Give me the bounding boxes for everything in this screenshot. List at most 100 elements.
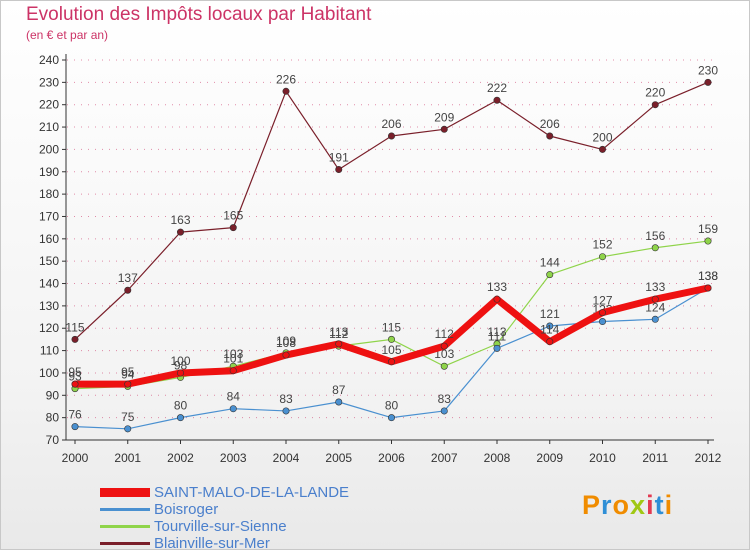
y-tick-label: 140 <box>39 277 59 291</box>
data-point-blainville-sur-mer <box>493 96 501 104</box>
data-point-blainville-sur-mer <box>335 166 343 174</box>
data-label-saint-malo-de-la-lande: 101 <box>223 352 243 366</box>
legend-label: SAINT-MALO-DE-LA-LANDE <box>154 484 350 501</box>
data-label-saint-malo-de-la-lande: 95 <box>121 365 135 379</box>
data-label-blainville-sur-mer: 209 <box>434 110 454 124</box>
logo-letter: P <box>582 490 602 520</box>
data-point-blainville-sur-mer <box>598 145 606 153</box>
data-point-blainville-sur-mer <box>440 125 448 133</box>
data-point-blainville-sur-mer <box>387 132 395 140</box>
data-point-boisroger <box>335 398 343 406</box>
data-point-boisroger <box>177 414 185 422</box>
data-label-saint-malo-de-la-lande: 138 <box>698 269 718 283</box>
data-label-boisroger: 80 <box>174 399 188 413</box>
y-tick-label: 70 <box>46 433 60 447</box>
data-point-saint-malo-de-la-lande <box>704 284 712 292</box>
data-label-boisroger: 76 <box>68 408 82 422</box>
logo-letter: r <box>601 490 613 520</box>
logo-letter: t <box>654 490 665 520</box>
y-tick-label: 170 <box>39 209 59 223</box>
data-label-saint-malo-de-la-lande: 133 <box>645 280 665 294</box>
y-tick-label: 210 <box>39 120 59 134</box>
data-label-blainville-sur-mer: 226 <box>276 72 296 86</box>
data-point-saint-malo-de-la-lande <box>229 367 237 375</box>
y-tick-label: 190 <box>39 165 59 179</box>
y-tick-label: 200 <box>39 142 59 156</box>
data-point-tourville-sur-sienne <box>704 237 712 245</box>
data-point-blainville-sur-mer <box>229 224 237 232</box>
data-label-tourville-sur-sienne: 156 <box>645 229 665 243</box>
proxiti-logo: Proxiti <box>582 490 673 521</box>
data-label-tourville-sur-sienne: 115 <box>382 320 401 334</box>
data-label-tourville-sur-sienne: 109 <box>276 334 296 348</box>
x-tick-label: 2000 <box>62 451 89 465</box>
data-point-saint-malo-de-la-lande <box>598 309 606 317</box>
data-point-blainville-sur-mer <box>546 132 554 140</box>
data-label-tourville-sur-sienne: 93 <box>68 370 82 384</box>
data-label-tourville-sur-sienne: 98 <box>174 358 188 372</box>
data-label-boisroger: 87 <box>332 383 346 397</box>
logo-letter: x <box>630 490 647 520</box>
y-tick-label: 120 <box>39 321 59 335</box>
data-label-saint-malo-de-la-lande: 133 <box>487 280 507 294</box>
data-label-tourville-sur-sienne: 152 <box>592 238 612 252</box>
data-label-saint-malo-de-la-lande: 95 <box>68 365 82 379</box>
data-point-boisroger <box>71 423 79 431</box>
data-label-blainville-sur-mer: 206 <box>540 117 560 131</box>
y-tick-label: 160 <box>39 232 59 246</box>
data-point-blainville-sur-mer <box>71 335 79 343</box>
data-label-blainville-sur-mer: 191 <box>329 151 349 165</box>
y-tick-label: 180 <box>39 187 59 201</box>
data-label-tourville-sur-sienne: 103 <box>223 347 243 361</box>
data-point-boisroger <box>124 425 132 433</box>
data-point-tourville-sur-sienne <box>651 244 659 252</box>
data-point-tourville-sur-sienne <box>387 335 395 343</box>
data-label-saint-malo-de-la-lande: 114 <box>540 323 559 337</box>
y-tick-label: 240 <box>39 53 59 67</box>
data-label-blainville-sur-mer: 206 <box>381 117 401 131</box>
data-label-blainville-sur-mer: 220 <box>645 86 665 100</box>
data-label-blainville-sur-mer: 222 <box>487 81 507 95</box>
chart-title: Evolution des Impôts locaux par Habitant <box>26 4 372 25</box>
data-point-blainville-sur-mer <box>282 87 290 95</box>
data-label-tourville-sur-sienne: 94 <box>121 367 135 381</box>
data-point-boisroger <box>598 318 606 326</box>
x-tick-label: 2007 <box>431 451 458 465</box>
data-label-blainville-sur-mer: 165 <box>223 209 243 223</box>
data-label-boisroger: 83 <box>438 392 452 406</box>
data-point-boisroger <box>651 315 659 323</box>
x-tick-label: 2009 <box>536 451 563 465</box>
data-label-saint-malo-de-la-lande: 100 <box>170 354 190 368</box>
data-label-boisroger: 138 <box>698 269 718 283</box>
data-label-blainville-sur-mer: 115 <box>65 320 84 334</box>
data-point-tourville-sur-sienne <box>546 271 554 279</box>
data-label-blainville-sur-mer: 137 <box>118 271 138 285</box>
data-label-blainville-sur-mer: 163 <box>170 213 190 227</box>
y-tick-label: 110 <box>40 344 59 358</box>
x-tick-label: 2004 <box>273 451 300 465</box>
x-tick-label: 2005 <box>325 451 352 465</box>
data-label-boisroger: 75 <box>121 410 135 424</box>
y-tick-label: 100 <box>39 366 59 380</box>
data-point-tourville-sur-sienne <box>598 253 606 261</box>
data-label-boisroger: 111 <box>488 329 507 343</box>
x-tick-label: 2011 <box>642 451 668 465</box>
data-point-blainville-sur-mer <box>124 286 132 294</box>
data-label-tourville-sur-sienne: 159 <box>698 222 718 236</box>
legend-label: Tourville-sur-Sienne <box>154 518 287 535</box>
x-tick-label: 2006 <box>378 451 405 465</box>
y-tick-label: 80 <box>46 411 60 425</box>
data-label-boisroger: 80 <box>385 399 399 413</box>
data-point-boisroger <box>493 344 501 352</box>
data-point-blainville-sur-mer <box>651 101 659 109</box>
data-label-saint-malo-de-la-lande: 105 <box>381 343 401 357</box>
data-point-boisroger <box>229 405 237 413</box>
data-label-saint-malo-de-la-lande: 108 <box>276 336 296 350</box>
x-tick-label: 2003 <box>220 451 247 465</box>
data-point-saint-malo-de-la-lande <box>493 295 501 303</box>
x-tick-label: 2002 <box>167 451 194 465</box>
data-point-saint-malo-de-la-lande <box>124 380 132 388</box>
data-point-saint-malo-de-la-lande <box>546 338 554 346</box>
data-point-saint-malo-de-la-lande <box>387 358 395 366</box>
